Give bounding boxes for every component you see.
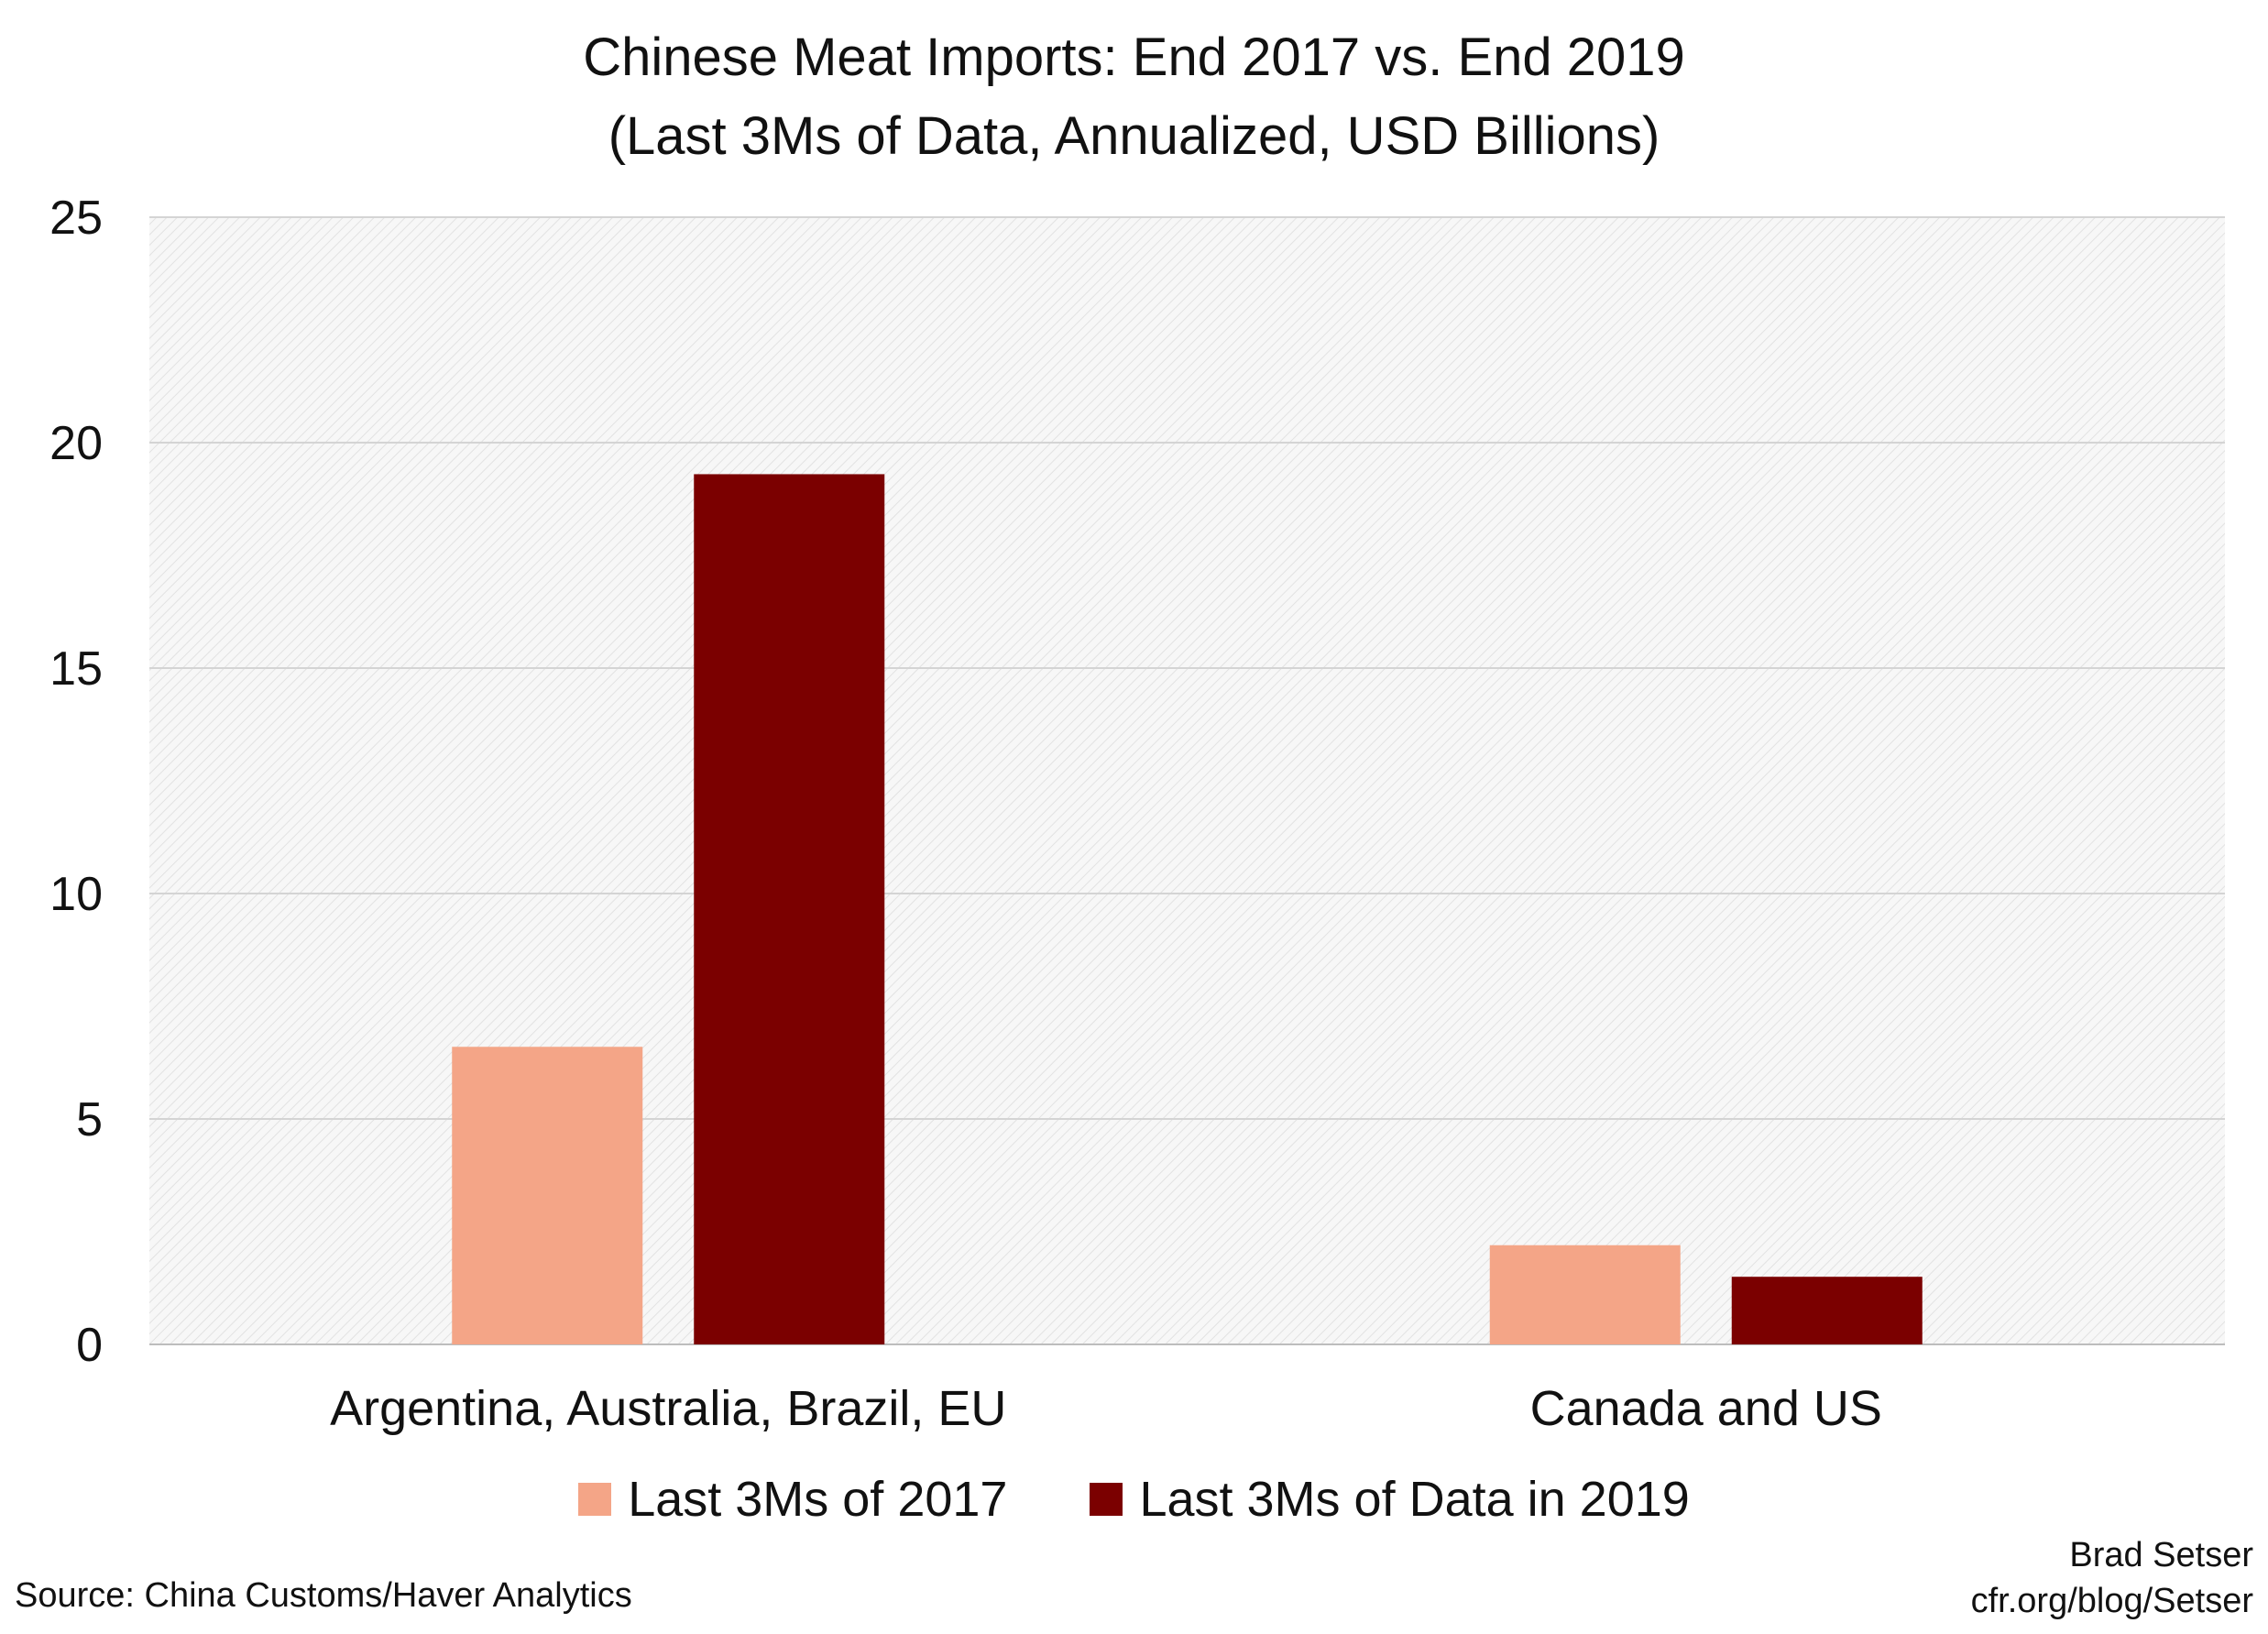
y-tick-label-5: 5 bbox=[76, 1093, 103, 1146]
bar-1-0 bbox=[1489, 1245, 1681, 1344]
bar-0-1 bbox=[694, 474, 885, 1344]
author-name: Brad Setser bbox=[2069, 1536, 2253, 1574]
bar-1-1 bbox=[1731, 1277, 1923, 1344]
legend-label-2017: Last 3Ms of 2017 bbox=[628, 1472, 1008, 1527]
y-tick-label-25: 25 bbox=[49, 192, 103, 245]
y-tick-label-15: 15 bbox=[49, 642, 103, 696]
chart-subtitle: (Last 3Ms of Data, Annualized, USD Billi… bbox=[608, 106, 1660, 166]
y-tick-label-20: 20 bbox=[49, 417, 103, 470]
legend-label-2019: Last 3Ms of Data in 2019 bbox=[1139, 1472, 1690, 1527]
author-url: cfr.org/blog/Setser bbox=[1970, 1582, 2253, 1620]
bar-0-0 bbox=[452, 1047, 643, 1344]
author-credit: Brad Setser cfr.org/blog/Setser bbox=[1971, 1532, 2253, 1624]
y-tick-label-10: 10 bbox=[49, 868, 103, 921]
chart-title: Chinese Meat Imports: End 2017 vs. End 2… bbox=[583, 27, 1685, 87]
legend-swatch-2017 bbox=[578, 1483, 612, 1516]
legend-item-2019: Last 3Ms of Data in 2019 bbox=[1090, 1471, 1690, 1528]
legend-item-2017: Last 3Ms of 2017 bbox=[578, 1471, 1007, 1528]
y-tick-label-0: 0 bbox=[76, 1319, 103, 1372]
legend: Last 3Ms of 2017 Last 3Ms of Data in 201… bbox=[0, 1471, 2268, 1528]
x-category-label-0: Argentina, Australia, Brazil, EU bbox=[330, 1381, 1006, 1436]
legend-swatch-2019 bbox=[1090, 1483, 1123, 1516]
source-note: Source: China Customs/Haver Analytics bbox=[15, 1576, 632, 1615]
x-category-label-1: Canada and US bbox=[1530, 1381, 1882, 1436]
